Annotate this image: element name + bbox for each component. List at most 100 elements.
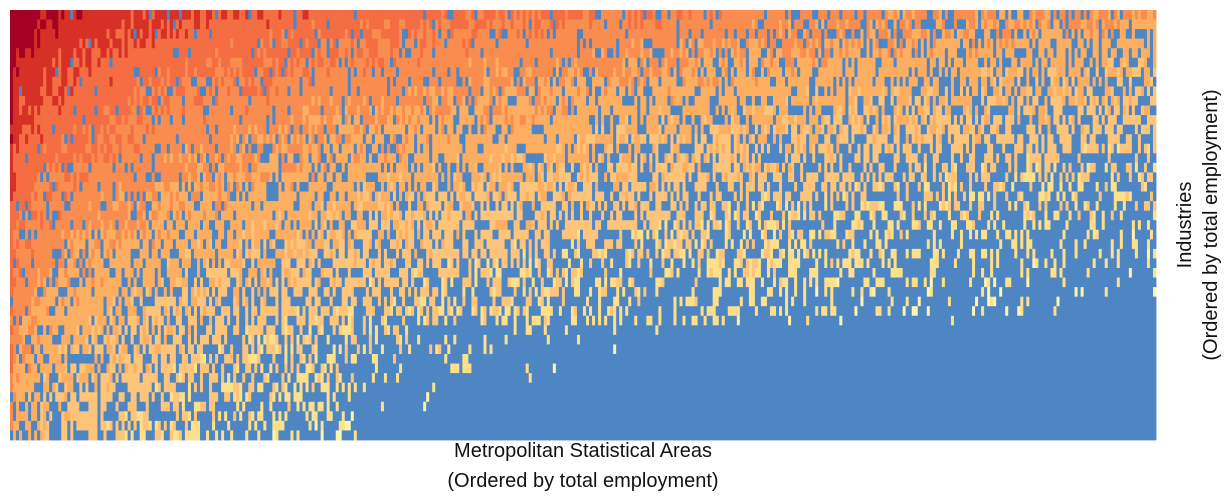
heatmap-cell: [646, 86, 650, 97]
heatmap-cell: [380, 29, 385, 40]
heatmap-cell: [1101, 38, 1106, 49]
heatmap-cell: [118, 134, 122, 145]
heatmap-cell: [534, 124, 539, 135]
heatmap-cell: [619, 105, 623, 116]
heatmap-cell: [37, 105, 41, 116]
heatmap-cell: [70, 29, 74, 40]
heatmap-cell: [498, 57, 502, 68]
heatmap-cell: [522, 19, 527, 30]
heatmap-cell: [667, 10, 671, 20]
heatmap-cell: [893, 115, 898, 126]
heatmap-cell: [1116, 38, 1121, 49]
heatmap-cell: [1089, 86, 1094, 97]
heatmap-cell: [887, 67, 892, 78]
heatmap-cell: [1050, 38, 1054, 49]
heatmap-cell: [43, 115, 47, 126]
heatmap-cell: [757, 48, 762, 59]
heatmap-cell: [975, 96, 979, 106]
heatmap-cell: [785, 19, 789, 30]
heatmap-cell: [127, 48, 132, 59]
heatmap-cell: [528, 38, 533, 49]
heatmap-cell: [622, 76, 626, 87]
heatmap-cell: [389, 38, 394, 49]
heatmap-cell: [941, 67, 946, 78]
heatmap-cell: [589, 96, 593, 106]
heatmap-cell: [239, 86, 243, 97]
heatmap-cell: [501, 38, 505, 49]
heatmap-cell: [525, 86, 530, 97]
heatmap-cell: [628, 124, 632, 135]
heatmap-cell: [329, 67, 334, 78]
heatmap-cell: [489, 38, 493, 49]
heatmap-cell: [1098, 76, 1103, 87]
heatmap-cell: [272, 124, 276, 135]
heatmap-cell: [1131, 29, 1136, 40]
heatmap-cell: [172, 76, 177, 87]
heatmap-cell: [558, 115, 563, 126]
heatmap-cell: [688, 76, 692, 87]
heatmap-cell: [130, 57, 135, 68]
heatmap-cell: [1149, 29, 1154, 40]
heatmap-cell: [350, 86, 355, 97]
heatmap-cell: [94, 29, 98, 40]
heatmap-cell: [715, 96, 720, 106]
heatmap-cell: [353, 48, 358, 59]
heatmap-cell: [688, 124, 692, 135]
heatmap-cell: [972, 38, 976, 49]
heatmap-cell: [827, 124, 831, 135]
heatmap-cell: [661, 86, 665, 97]
heatmap-cell: [962, 38, 967, 49]
heatmap-cell: [935, 19, 940, 30]
heatmap-cell: [393, 38, 397, 49]
heatmap-cell: [230, 48, 234, 59]
heatmap-cell: [676, 86, 680, 97]
heatmap-cell: [160, 57, 165, 68]
heatmap-cell: [1062, 76, 1066, 87]
heatmap-cell: [730, 48, 735, 59]
heatmap-cell: [371, 10, 376, 20]
heatmap-cell: [501, 96, 505, 106]
heatmap-cell: [287, 124, 291, 135]
heatmap-cell: [1062, 86, 1066, 97]
heatmap-cell: [679, 124, 683, 135]
heatmap-cell: [872, 105, 876, 116]
heatmap-cell: [938, 38, 943, 49]
heatmap-cell: [694, 67, 698, 78]
heatmap-cell: [987, 96, 991, 106]
heatmap-cell: [1092, 29, 1097, 40]
heatmap-cell: [592, 86, 596, 97]
heatmap-cell: [411, 105, 415, 116]
heatmap-cell: [857, 96, 861, 106]
heatmap-cell: [196, 86, 201, 97]
heatmap-cell: [763, 124, 768, 135]
heatmap-cell: [643, 105, 647, 116]
heatmap-cell: [634, 67, 638, 78]
heatmap-cell: [305, 105, 309, 116]
heatmap-cell: [528, 76, 533, 87]
heatmap-cell: [911, 105, 916, 116]
heatmap-cell: [733, 115, 738, 126]
heatmap-cell: [646, 96, 650, 106]
heatmap-cell: [118, 10, 122, 20]
heatmap-cell: [293, 57, 297, 68]
heatmap-cell: [875, 19, 879, 30]
heatmap-cell: [706, 38, 711, 49]
heatmap-cell: [760, 67, 765, 78]
heatmap-cell: [739, 76, 744, 87]
heatmap-cell: [359, 67, 364, 78]
heatmap-cell: [959, 29, 964, 40]
heatmap-cell: [311, 124, 315, 135]
heatmap-cell: [558, 67, 563, 78]
heatmap-cell: [866, 48, 870, 59]
heatmap-cell: [785, 115, 789, 126]
heatmap-cell: [489, 19, 493, 30]
heatmap-cell: [697, 76, 702, 87]
heatmap-cell: [393, 19, 397, 30]
heatmap-cell: [356, 105, 361, 116]
heatmap-cell: [727, 115, 732, 126]
heatmap-cell: [55, 96, 59, 106]
heatmap-cell: [1104, 96, 1109, 106]
heatmap-cell: [272, 96, 276, 106]
heatmap-cell: [558, 29, 563, 40]
heatmap-cell: [667, 29, 671, 40]
